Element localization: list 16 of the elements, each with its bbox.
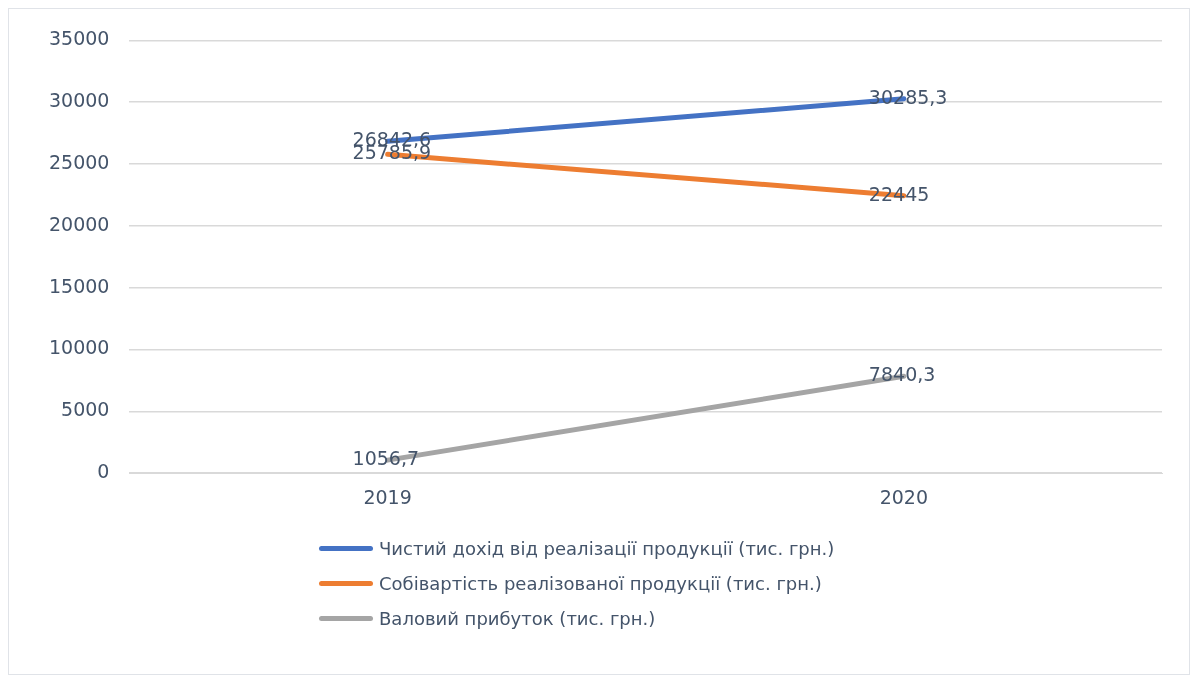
y-tick-label: 20000 xyxy=(48,212,110,235)
y-tick-label: 5000 xyxy=(61,398,110,421)
y-tick-label: 25000 xyxy=(48,150,110,173)
x-tick-label: 2020 xyxy=(879,485,929,508)
y-tick-label: 15000 xyxy=(48,274,110,297)
y-tick-label: 35000 xyxy=(48,27,110,50)
data-label: 1056,7 xyxy=(352,447,420,470)
legend-label: Собівартість реалізованої продукції (тис. грн.) xyxy=(379,573,822,594)
data-label: 7840,3 xyxy=(868,363,936,386)
y-tick-label: 30000 xyxy=(48,89,110,112)
legend-label: Чистий дохід від реалізації продукції (тис. грн.) xyxy=(379,538,835,559)
legend-label: Валовий прибуток (тис. грн.) xyxy=(379,608,656,629)
y-tick-label: 10000 xyxy=(48,336,110,359)
data-label: 30285,3 xyxy=(868,85,948,108)
x-tick-label: 2019 xyxy=(363,485,412,508)
y-tick-label: 0 xyxy=(97,460,110,483)
